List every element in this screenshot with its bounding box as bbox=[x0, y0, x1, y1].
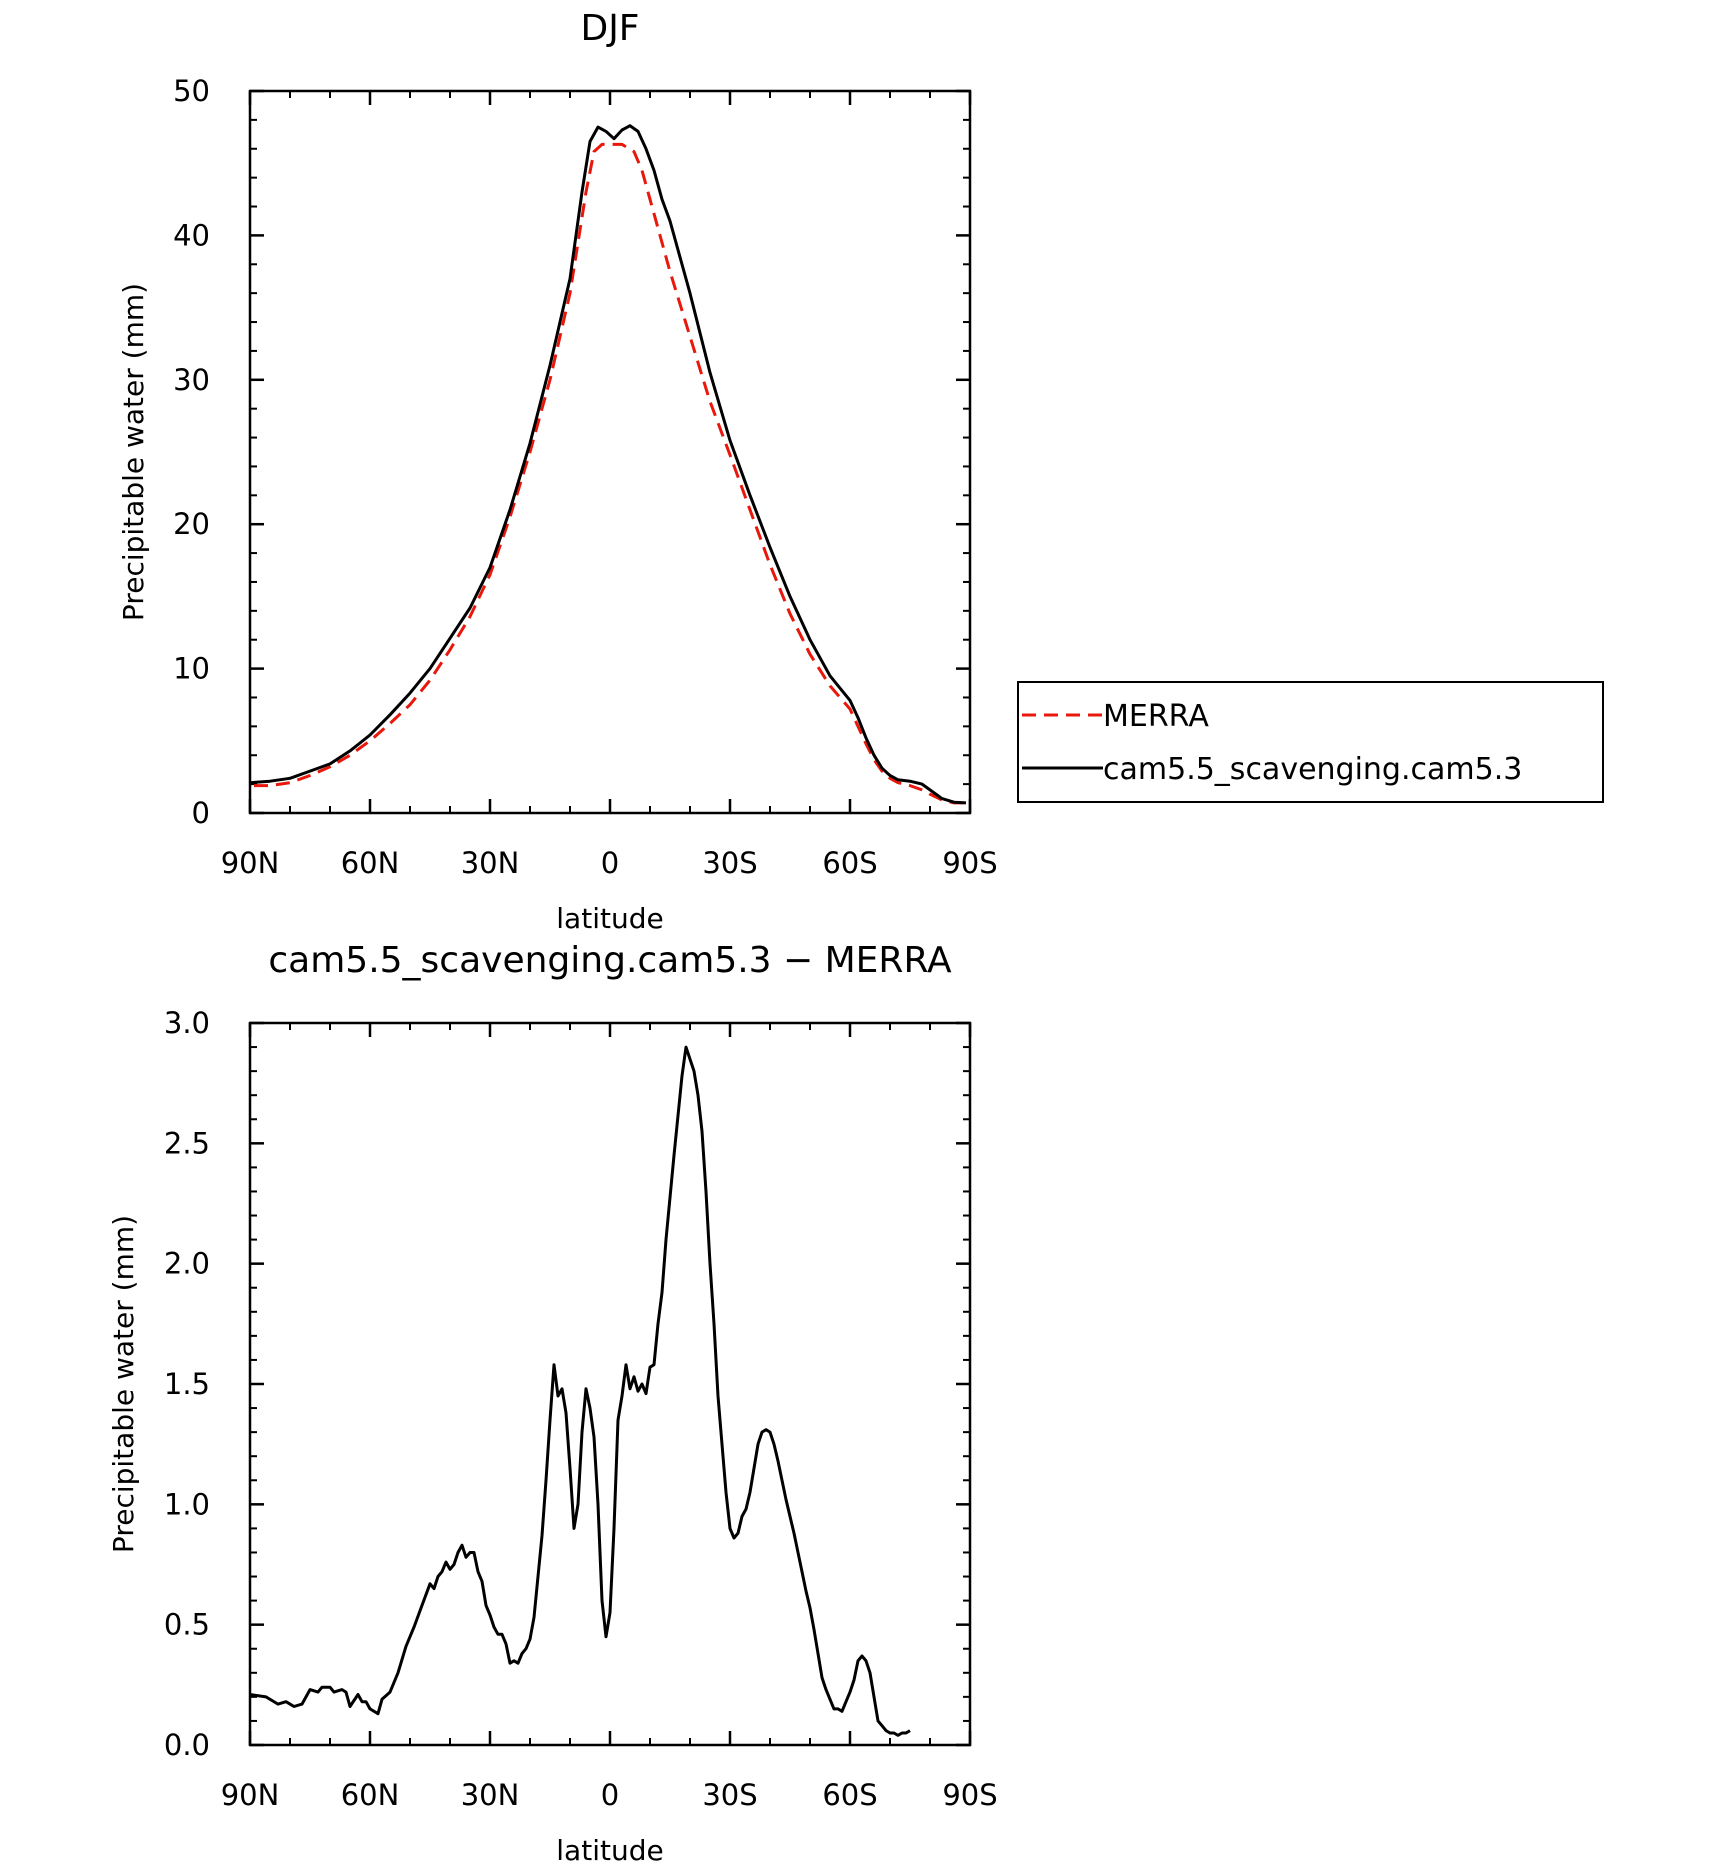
y-tick-label: 2.5 bbox=[164, 1126, 210, 1160]
y-tick-label: 10 bbox=[173, 652, 210, 686]
x-tick-label: 60S bbox=[822, 1778, 877, 1812]
y-tick-label: 3.0 bbox=[164, 1006, 210, 1040]
y-tick-label: 1.0 bbox=[164, 1487, 210, 1521]
x-tick-label: 0 bbox=[601, 1778, 619, 1812]
bottom-chart-x-axis-title: latitude bbox=[556, 1834, 663, 1866]
bottom-chart-series bbox=[249, 1045, 911, 1737]
top-chart: DJF 90N 60N 30N 0 30S 60S 90S 0 10 20 30 40 50 lati… bbox=[117, 8, 1604, 935]
top-chart-series bbox=[249, 124, 967, 805]
y-tick-label: 0 bbox=[192, 796, 210, 830]
x-tick-label: 90S bbox=[942, 846, 997, 880]
x-tick-label: 60N bbox=[341, 1778, 400, 1812]
x-tick-label: 90S bbox=[942, 1778, 997, 1812]
x-tick-label: 60N bbox=[341, 846, 400, 880]
legend-box bbox=[1017, 681, 1604, 803]
y-tick-label: 0.5 bbox=[164, 1608, 210, 1642]
x-tick-label: 90N bbox=[221, 846, 280, 880]
y-tick-label: 1.5 bbox=[164, 1367, 210, 1401]
y-tick-label: 30 bbox=[173, 363, 210, 397]
x-tick-label: 90N bbox=[221, 1778, 280, 1812]
bottom-chart-title: cam5.5_scavenging.cam5.3 − MERRA bbox=[268, 940, 952, 981]
x-tick-label: 30S bbox=[702, 1778, 757, 1812]
bottom-chart-x-tick-labels: 90N 60N 30N 0 30S 60S 90S bbox=[221, 1778, 998, 1812]
y-tick-label: 40 bbox=[173, 218, 210, 252]
x-tick-label: 30S bbox=[702, 846, 757, 880]
legend: MERRA cam5.5_scavenging.cam5.3 bbox=[1017, 681, 1604, 803]
x-tick-label: 30N bbox=[461, 1778, 520, 1812]
series-line-difference bbox=[249, 1045, 911, 1737]
bottom-chart-frame bbox=[248, 1021, 972, 1747]
series-line-cam bbox=[249, 124, 967, 805]
top-chart-frame bbox=[248, 89, 972, 815]
top-chart-x-axis-title: latitude bbox=[556, 902, 663, 935]
bottom-chart: cam5.5_scavenging.cam5.3 − MERRA 90N 60N 3… bbox=[107, 940, 998, 1866]
x-tick-label: 0 bbox=[601, 846, 619, 880]
x-tick-label: 60S bbox=[822, 846, 877, 880]
y-tick-label: 2.0 bbox=[164, 1247, 210, 1281]
y-tick-label: 50 bbox=[173, 74, 210, 108]
bottom-chart-y-tick-labels: 0.0 0.5 1.0 1.5 2.0 2.5 3.0 bbox=[164, 1006, 210, 1762]
bottom-chart-ticks bbox=[248, 1021, 972, 1747]
series-line-merra bbox=[254, 142, 966, 805]
legend-label-merra: MERRA bbox=[1103, 699, 1209, 734]
x-tick-label: 30N bbox=[461, 846, 520, 880]
top-chart-ticks bbox=[248, 89, 972, 815]
y-tick-label: 20 bbox=[173, 507, 210, 541]
top-chart-y-tick-labels: 0 10 20 30 40 50 bbox=[173, 74, 210, 830]
legend-label-cam: cam5.5_scavenging.cam5.3 bbox=[1103, 752, 1522, 787]
bottom-chart-y-axis-title: Precipitable water (mm) bbox=[107, 1215, 140, 1553]
y-tick-label: 0.0 bbox=[164, 1728, 210, 1762]
top-chart-x-tick-labels: 90N 60N 30N 0 30S 60S 90S bbox=[221, 846, 998, 880]
top-chart-y-axis-title: Precipitable water (mm) bbox=[117, 283, 150, 621]
top-chart-title: DJF bbox=[580, 8, 639, 49]
